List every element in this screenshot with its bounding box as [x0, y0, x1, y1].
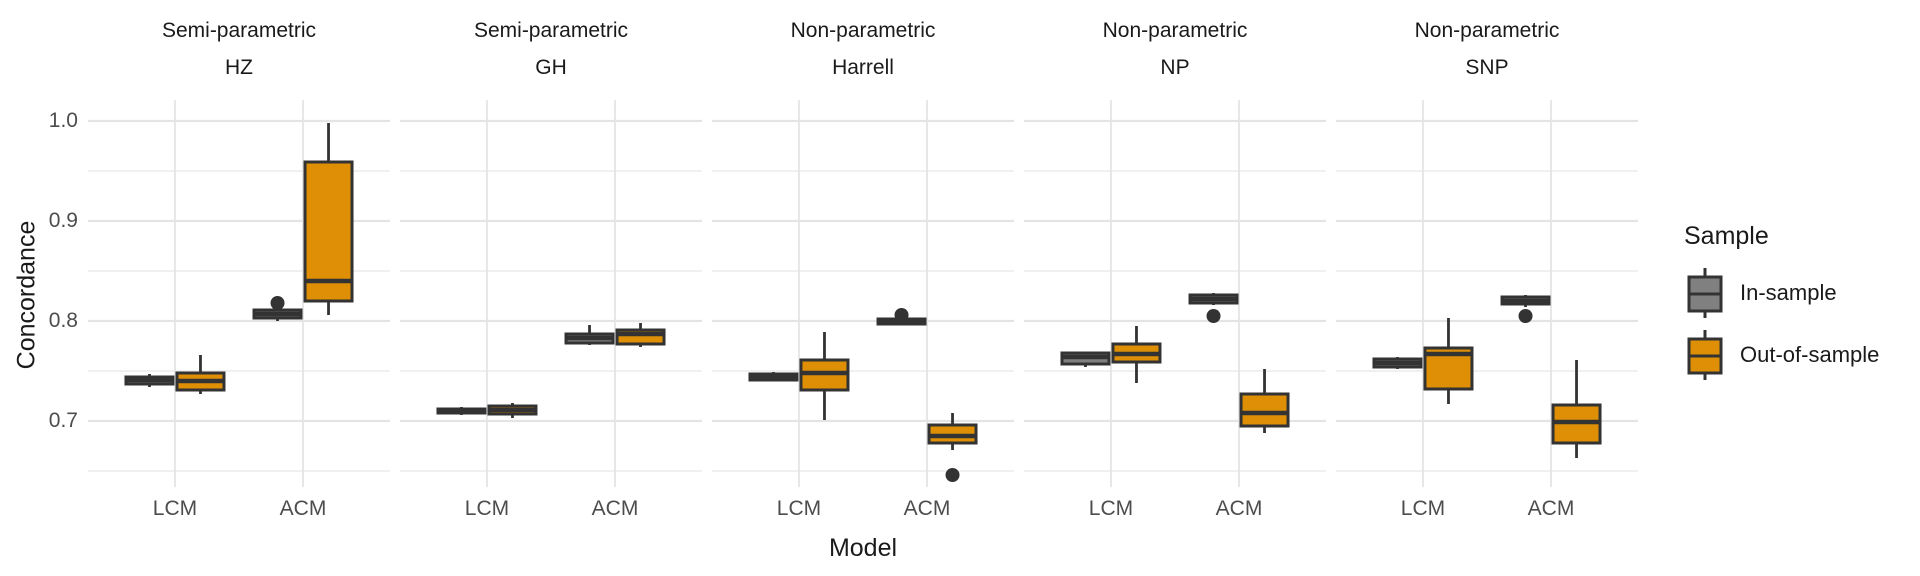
x-tick-label: ACM [591, 497, 639, 520]
facet-class-label: Semi-parametric [161, 19, 317, 42]
facet-measure-label: SNP [1465, 56, 1509, 79]
box-NP-ACM-out-of-sample [1239, 392, 1290, 428]
legend-item-out-of-sample: Out-of-sample [1682, 329, 1918, 381]
facet-class-label: Non-parametric [1414, 19, 1560, 42]
facet-strip-np: Non-parametric NP [1024, 20, 1326, 79]
x-tick-label: LCM [1088, 497, 1134, 520]
x-tick-label: LCM [1400, 497, 1446, 520]
facet-measure-label: GH [535, 56, 567, 79]
x-tick-label: LCM [464, 497, 510, 520]
facet-class-label: Non-parametric [790, 19, 936, 42]
box-Harrell-ACM-out-of-sample-outlier [945, 468, 960, 482]
x-ticks-harrell: LCM ACM [712, 497, 1014, 523]
x-tick-label: ACM [903, 497, 951, 520]
boxplot-glyph-out-of-sample-icon [1687, 330, 1723, 380]
facet-measure-label: NP [1160, 56, 1190, 79]
box-NP-ACM-in-sample-outlier [1206, 309, 1221, 323]
y-tick-label: 0.8 [48, 309, 78, 332]
facet-class-label: Non-parametric [1102, 19, 1248, 42]
facet-strip-gh: Semi-parametric GH [400, 20, 702, 79]
legend-label: Out-of-sample [1740, 342, 1880, 367]
box-HZ-ACM-in-sample-outlier [270, 296, 285, 310]
box-HZ-ACM-out-of-sample [303, 160, 354, 303]
x-axis-tick-row: LCM ACM LCM ACM LCM ACM LCM ACM LCM ACM [88, 497, 1638, 523]
x-ticks-snp: LCM ACM [1336, 497, 1638, 523]
box-Harrell-ACM-in-sample-outlier [894, 308, 909, 322]
x-tick-label: LCM [776, 497, 822, 520]
x-tick-label: LCM [152, 497, 198, 520]
facet-strip-snp: Non-parametric SNP [1336, 20, 1638, 79]
x-ticks-np: LCM ACM [1024, 497, 1326, 523]
facet-strip-hz: Semi-parametric HZ [88, 20, 390, 79]
box-SNP-ACM-in-sample-outlier [1518, 309, 1533, 323]
facet-strip-harrell: Non-parametric Harrell [712, 20, 1014, 79]
boxplot-glyph-in-sample-icon [1687, 268, 1723, 318]
legend: Sample In-sample Out-of-sample [1682, 222, 1918, 391]
legend-label: In-sample [1740, 280, 1837, 305]
x-axis-title: Model [828, 534, 898, 562]
y-tick-label: 1.0 [48, 109, 78, 132]
y-tick-label: 0.9 [48, 209, 78, 232]
x-ticks-gh: LCM ACM [400, 497, 702, 523]
facet-measure-label: HZ [225, 56, 253, 79]
legend-item-in-sample: In-sample [1682, 267, 1918, 319]
facet-class-label: Semi-parametric [473, 19, 629, 42]
x-tick-label: ACM [1527, 497, 1575, 520]
x-tick-label: ACM [1215, 497, 1263, 520]
y-axis-title: Concordance [12, 220, 41, 370]
x-ticks-hz: LCM ACM [88, 497, 390, 523]
legend-title: Sample [1684, 222, 1769, 250]
y-tick-label: 0.7 [48, 409, 78, 432]
x-tick-label: ACM [279, 497, 327, 520]
facet-measure-label: Harrell [832, 56, 894, 79]
facet-strip-row: Semi-parametric HZ Semi-parametric GH No… [88, 20, 1638, 79]
